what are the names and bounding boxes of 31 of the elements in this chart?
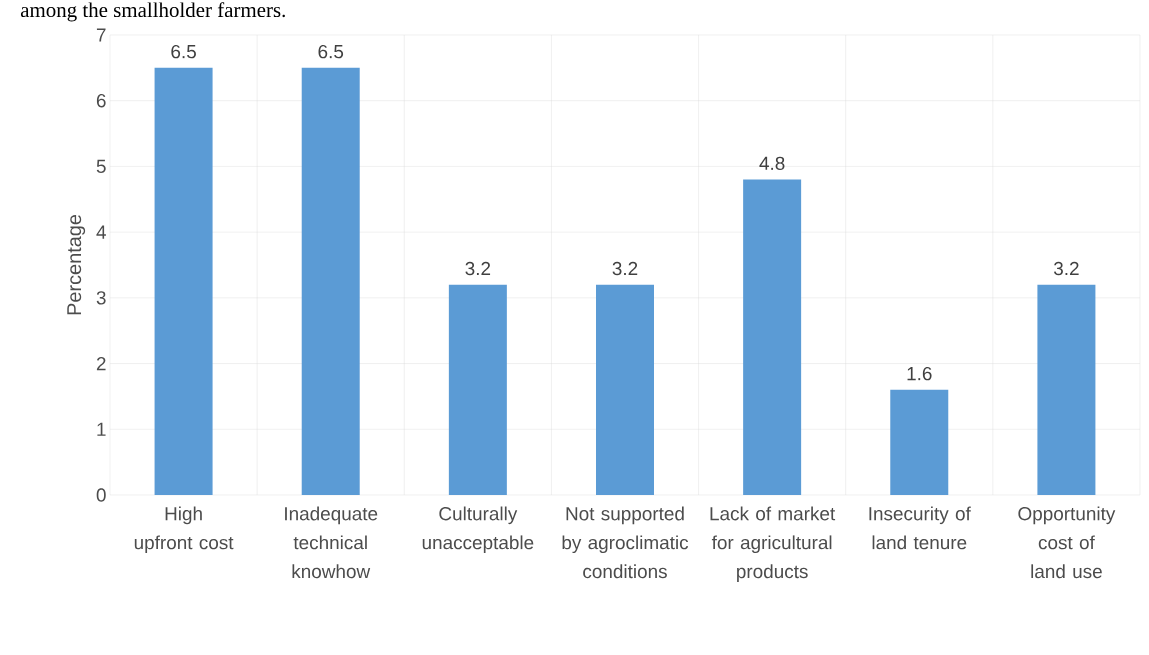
- bar: [1037, 284, 1096, 495]
- y-axis-title: Percentage: [67, 214, 86, 315]
- bar: [596, 284, 654, 495]
- bar: [448, 284, 507, 495]
- x-tick-label: Inadequate technical knowhow: [285, 506, 378, 579]
- y-tick-label: 4: [96, 225, 106, 239]
- x-tick-label: Lack of market for agricultural products: [710, 506, 836, 582]
- bar: [743, 179, 802, 495]
- bar: [154, 67, 213, 495]
- x-tick-label: Insecurity of land tenure: [869, 506, 971, 550]
- data-label: 3.2: [612, 261, 638, 276]
- data-label: 6.5: [318, 44, 344, 59]
- x-tick-label: Culturally unacceptable: [422, 506, 534, 554]
- x-tick-label: Opportunity cost of land use: [1018, 506, 1116, 579]
- text: among the smallholder farmers.: [20, 2, 285, 22]
- x-tick-label: High upfront cost: [134, 506, 234, 554]
- y-tick-label: 3: [96, 291, 106, 305]
- y-tick-label: 2: [96, 356, 106, 371]
- y-tick-label: 7: [96, 28, 106, 42]
- y-tick-label: 1: [97, 422, 106, 436]
- bar: [890, 389, 949, 495]
- data-label: 4.8: [759, 156, 785, 171]
- data-label: 6.5: [171, 44, 196, 59]
- x-tick-label: Not supported by agroclimatic conditions: [562, 506, 689, 579]
- bar: [301, 67, 360, 495]
- y-tick-label: 0: [96, 488, 106, 502]
- y-tick-label: 6: [96, 94, 106, 108]
- data-label: 3.2: [1053, 261, 1079, 276]
- data-label: 1.6: [907, 366, 932, 381]
- y-tick-label: 5: [96, 159, 106, 174]
- data-label: 3.2: [465, 261, 491, 276]
